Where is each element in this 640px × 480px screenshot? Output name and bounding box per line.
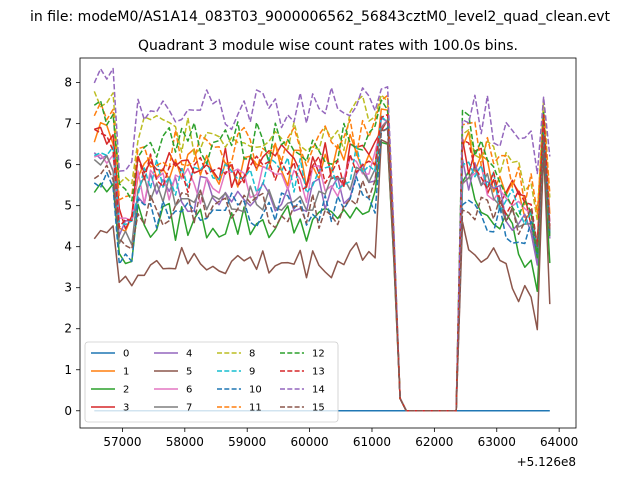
x-tick-label: 64000 xyxy=(540,435,578,449)
x-offset-label: +5.126e8 xyxy=(517,455,576,469)
legend-label-3: 3 xyxy=(123,403,129,414)
x-tick-label: 62000 xyxy=(415,435,453,449)
x-tick-label: 57000 xyxy=(103,435,141,449)
x-tick-label: 63000 xyxy=(478,435,516,449)
y-tick-label: 4 xyxy=(64,240,72,254)
legend-label-2: 2 xyxy=(123,385,129,396)
series-line-6 xyxy=(94,118,551,412)
legend-label-0: 0 xyxy=(123,349,129,360)
legend-label-14: 14 xyxy=(312,385,325,396)
axis-ticks: 57000 58000 59000 60000 61000 62000 63000 64000… xyxy=(64,76,578,449)
legend-label-13: 13 xyxy=(312,367,325,378)
x-tick-label: 58000 xyxy=(166,435,204,449)
x-tick-label: 59000 xyxy=(228,435,266,449)
y-tick-label: 6 xyxy=(64,158,72,172)
legend-label-1: 1 xyxy=(123,367,129,378)
y-tick-label: 2 xyxy=(64,322,72,336)
y-tick-label: 1 xyxy=(64,363,72,377)
figure-suptitle: in file: modeM0/AS1A14_083T03_9000006562… xyxy=(30,9,611,25)
y-tick-label: 0 xyxy=(64,404,72,418)
series-line-13 xyxy=(93,113,551,412)
legend-label-4: 4 xyxy=(186,349,192,360)
x-tick-label: 60000 xyxy=(291,435,329,449)
legend-label-6: 6 xyxy=(186,385,192,396)
legend-label-9: 9 xyxy=(249,367,255,378)
series-line-3 xyxy=(94,119,551,412)
series-layer xyxy=(93,67,551,412)
legend-label-5: 5 xyxy=(186,367,192,378)
y-tick-label: 8 xyxy=(64,76,72,90)
series-line-15 xyxy=(93,128,551,412)
legend-label-15: 15 xyxy=(312,403,325,414)
y-tick-label: 3 xyxy=(64,281,72,295)
series-line-5 xyxy=(93,139,551,412)
chart-title: Quadrant 3 module wise count rates with … xyxy=(138,38,518,54)
series-line-14 xyxy=(93,67,551,412)
x-tick-label: 61000 xyxy=(353,435,391,449)
series-line-11 xyxy=(93,94,551,412)
series-line-4 xyxy=(93,117,551,412)
legend-label-12: 12 xyxy=(312,349,325,360)
legend-label-10: 10 xyxy=(249,385,262,396)
y-tick-label: 5 xyxy=(64,199,72,213)
legend-label-11: 11 xyxy=(249,403,262,414)
legend-frame xyxy=(84,341,339,423)
legend-label-7: 7 xyxy=(186,403,192,414)
plot-frame xyxy=(79,57,577,429)
legend-label-8: 8 xyxy=(249,349,255,360)
y-tick-label: 7 xyxy=(64,117,72,131)
